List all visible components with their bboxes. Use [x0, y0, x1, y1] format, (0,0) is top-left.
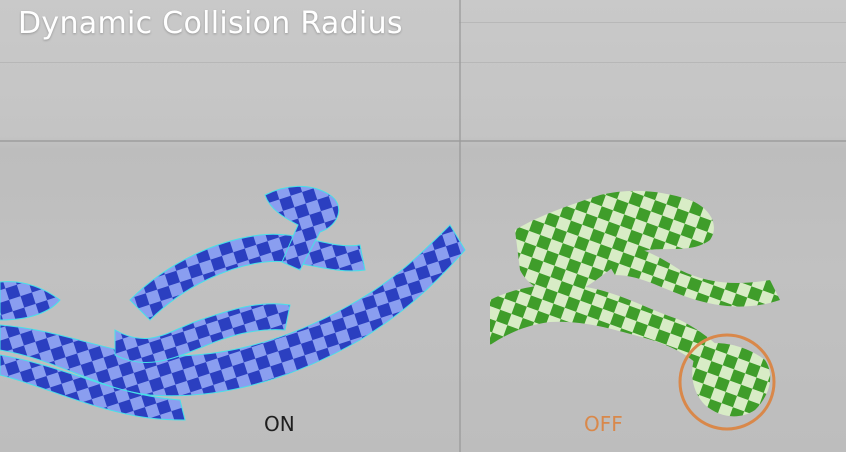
cloth-strip-blue — [0, 281, 61, 321]
highlight-circle — [678, 333, 776, 431]
label-off: OFF — [584, 412, 623, 436]
right-guide-line — [459, 22, 846, 23]
video-title: Dynamic Collision Radius — [18, 6, 403, 41]
vertical-divider-line — [459, 0, 461, 452]
cloth-strip-blue — [114, 303, 291, 363]
cloth-strip-blue — [264, 185, 340, 271]
cloth-strip-blue — [0, 354, 186, 421]
cloth-strip-green — [490, 284, 730, 372]
upper-guide-line — [0, 62, 846, 63]
cloth-off — [490, 190, 780, 431]
horizon-line — [0, 140, 846, 142]
cloth-strip-green — [515, 190, 714, 294]
cloth-strip-green — [692, 343, 771, 417]
cloth-on — [0, 185, 466, 421]
cloth-strip-green — [600, 246, 780, 307]
label-on: ON — [264, 412, 295, 436]
